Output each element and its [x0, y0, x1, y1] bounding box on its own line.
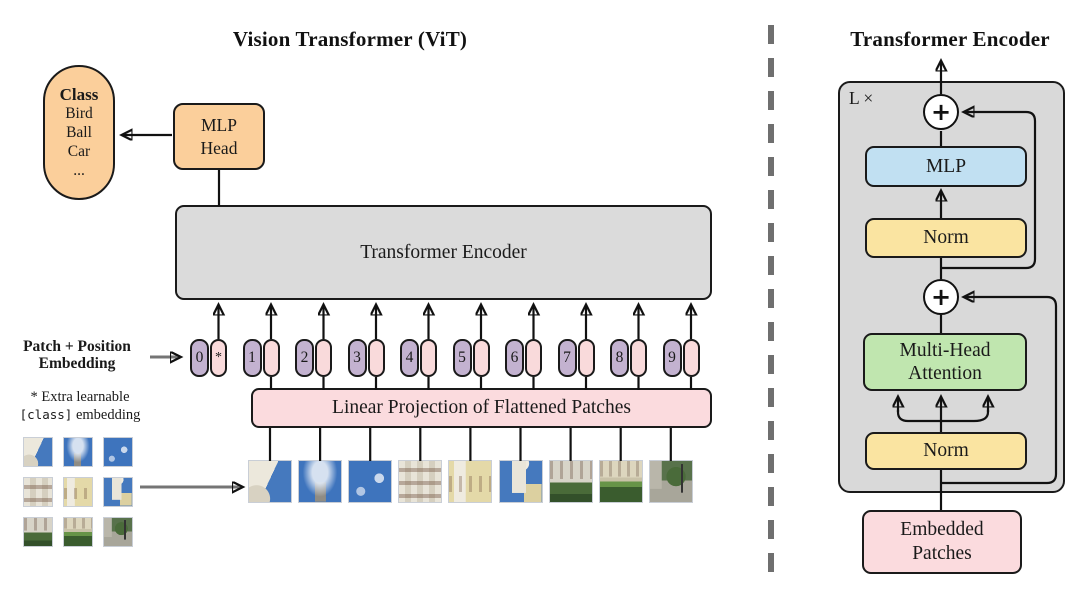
token-pair-0: 0 * — [190, 339, 228, 377]
token-pair-8: 8 — [610, 339, 648, 377]
dashed-divider — [768, 25, 774, 573]
mlp-label: MLP — [925, 155, 967, 177]
position-token-0: 0 — [190, 339, 209, 377]
residual-add-top-circle: + — [923, 94, 959, 130]
class-header: Class — [59, 85, 99, 104]
plus-icon: + — [930, 98, 952, 126]
grid-cell-4 — [23, 477, 53, 507]
norm-top-box: Norm — [865, 218, 1027, 258]
transformer-encoder-box: Transformer Encoder — [175, 205, 712, 300]
left-panel-title: Vision Transformer (ViT) — [232, 27, 468, 51]
plus-icon: + — [930, 283, 952, 311]
class-output-pill: Class Bird Ball Car ... — [43, 65, 115, 200]
linear-projection-label: Linear Projection of Flattened Patches — [332, 397, 631, 418]
mlp-head-box: MLP Head — [173, 103, 265, 170]
transformer-encoder-label: Transformer Encoder — [360, 241, 527, 263]
loop-count-label: L × — [849, 88, 874, 108]
position-token-6: 6 — [505, 339, 524, 377]
extra-learnable-note: * Extra learnable [class] embedding — [4, 389, 156, 424]
token-pair-7: 7 — [557, 339, 596, 377]
image-patch-1 — [248, 460, 292, 503]
position-token-5: 5 — [452, 339, 472, 377]
image-patch-8 — [598, 460, 643, 503]
patch-position-label-line2: Embedding — [38, 354, 116, 372]
patch-embedding-token-7 — [577, 339, 595, 377]
patch-embedding-token-9 — [682, 339, 700, 377]
patch-embedding-token-6 — [525, 339, 542, 377]
note-line2-rest: embedding — [72, 407, 141, 423]
image-patch-9 — [648, 460, 693, 503]
multi-head-attention-box: Multi-Head Attention — [863, 333, 1027, 391]
patch-embedding-token-5 — [472, 339, 490, 377]
embedded-patches-box: Embedded Patches — [862, 510, 1022, 574]
norm-bottom-box: Norm — [865, 432, 1027, 470]
embedded-patches-line1: Embedded — [900, 519, 984, 540]
note-line1: * Extra learnable — [30, 389, 130, 405]
norm-top-label: Norm — [923, 227, 969, 248]
class-item: Bird — [65, 105, 93, 122]
patch-embedding-token-3 — [367, 339, 385, 377]
note-line2: [class] embedding — [4, 406, 156, 424]
grid-cell-6 — [103, 477, 133, 507]
mha-label-line2: Attention — [908, 363, 982, 384]
grid-cell-7 — [23, 517, 53, 547]
token-pair-9: 9 — [662, 339, 701, 377]
grid-cell-3 — [103, 437, 133, 467]
image-patch-6 — [498, 460, 543, 503]
position-token-3: 3 — [347, 339, 367, 377]
position-token-8: 8 — [610, 339, 629, 377]
position-token-4: 4 — [400, 339, 419, 377]
token-pair-4: 4 — [400, 339, 438, 377]
patch-position-embedding-label: Patch + Position Embedding — [0, 338, 154, 372]
image-patch-5 — [448, 460, 493, 503]
mlp-box: MLP — [865, 146, 1027, 187]
patch-embedding-token-4 — [420, 339, 437, 377]
image-patch-7 — [548, 460, 593, 503]
image-patch-2 — [298, 460, 343, 503]
patch-embedding-token-1 — [262, 339, 280, 377]
grid-cell-9 — [103, 517, 133, 547]
class-item: Ball — [66, 124, 92, 141]
token-pair-2: 2 — [295, 339, 333, 377]
embedded-patches-line2: Patches — [912, 543, 972, 564]
mlp-head-label-line1: MLP — [201, 114, 237, 135]
mha-label-line1: Multi-Head — [899, 340, 991, 361]
position-token-9: 9 — [662, 339, 682, 377]
class-token-code: [class] — [19, 407, 73, 422]
patch-embedding-token-2 — [315, 339, 332, 377]
token-pair-3: 3 — [347, 339, 386, 377]
position-token-1: 1 — [242, 339, 262, 377]
token-pair-6: 6 — [505, 339, 543, 377]
position-token-7: 7 — [557, 339, 577, 377]
image-patch-4 — [398, 460, 443, 503]
patch-embedding-token-8 — [630, 339, 647, 377]
grid-cell-1 — [23, 437, 53, 467]
token-pair-1: 1 — [242, 339, 281, 377]
grid-cell-5 — [63, 477, 93, 507]
patch-position-label-line1: Patch + Position — [23, 338, 131, 355]
class-token-star: * — [210, 339, 227, 377]
grid-cell-2 — [63, 437, 93, 467]
token-pair-5: 5 — [452, 339, 491, 377]
mlp-head-label-line2: Head — [200, 137, 238, 158]
linear-projection-box: Linear Projection of Flattened Patches — [251, 388, 712, 428]
class-item: Car — [67, 143, 91, 160]
class-item: ... — [73, 162, 85, 179]
right-panel-title: Transformer Encoder — [850, 27, 1050, 51]
residual-add-bottom-circle: + — [923, 279, 959, 315]
grid-cell-8 — [63, 517, 93, 547]
image-patch-3 — [348, 460, 393, 503]
norm-bottom-label: Norm — [923, 440, 969, 461]
position-token-2: 2 — [295, 339, 314, 377]
